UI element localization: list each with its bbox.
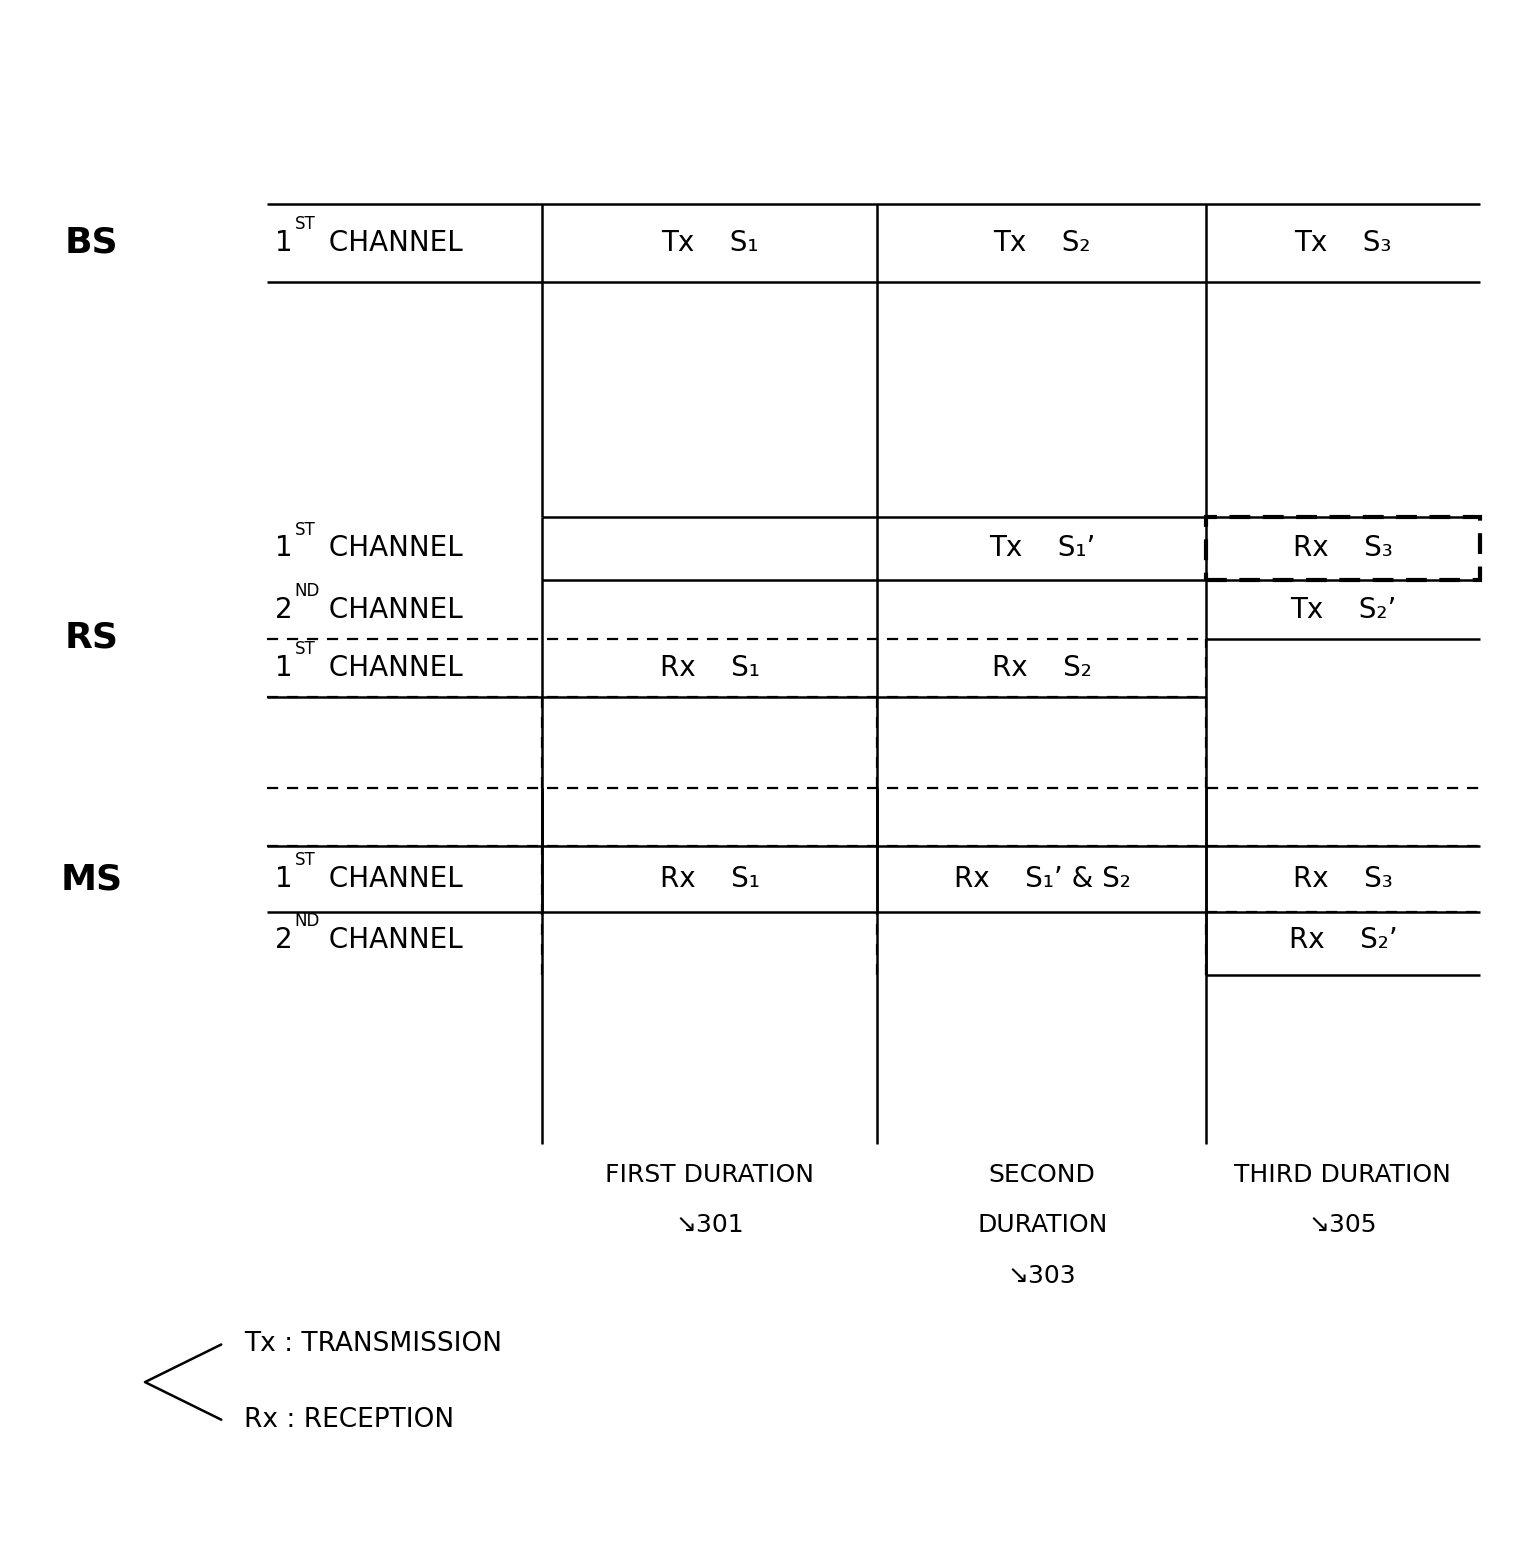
Text: CHANNEL: CHANNEL [320, 229, 464, 257]
Text: Tx    S₁: Tx S₁ [661, 229, 758, 257]
Text: SECOND: SECOND [989, 1163, 1096, 1188]
Text: FIRST DURATION: FIRST DURATION [606, 1163, 813, 1188]
Text: RS: RS [64, 621, 119, 655]
Text: ST: ST [295, 851, 316, 870]
Text: MS: MS [61, 862, 122, 896]
Text: 2: 2 [275, 926, 293, 954]
Text: ST: ST [295, 639, 316, 658]
Text: 1: 1 [275, 653, 293, 682]
Text: Tx    S₂: Tx S₂ [993, 229, 1091, 257]
Text: ↘303: ↘303 [1009, 1263, 1076, 1288]
Text: CHANNEL: CHANNEL [320, 865, 464, 893]
Text: Rx    S₂: Rx S₂ [992, 653, 1093, 682]
Text: Rx : RECEPTION: Rx : RECEPTION [244, 1407, 455, 1432]
Text: Tx    S₁’: Tx S₁’ [989, 534, 1096, 563]
Text: Rx    S₁’ & S₂: Rx S₁’ & S₂ [954, 865, 1131, 893]
Text: Tx    S₃: Tx S₃ [1294, 229, 1392, 257]
Text: CHANNEL: CHANNEL [320, 653, 464, 682]
Text: Tx : TRANSMISSION: Tx : TRANSMISSION [244, 1332, 502, 1357]
Text: ST: ST [295, 520, 316, 539]
Text: THIRD DURATION: THIRD DURATION [1235, 1163, 1451, 1188]
Text: Tx    S₂’: Tx S₂’ [1289, 595, 1396, 624]
Text: 1: 1 [275, 865, 293, 893]
Text: ND: ND [295, 581, 320, 600]
Text: DURATION: DURATION [977, 1213, 1108, 1238]
Bar [1206, 517, 1480, 580]
Text: Rx    S₃: Rx S₃ [1293, 865, 1393, 893]
Text: Rx    S₁: Rx S₁ [659, 653, 760, 682]
Text: CHANNEL: CHANNEL [320, 534, 464, 563]
Text: ↘305: ↘305 [1309, 1213, 1376, 1238]
Text: ST: ST [295, 215, 316, 233]
Text: BS: BS [64, 226, 119, 260]
Text: Rx    S₁: Rx S₁ [659, 865, 760, 893]
Text: CHANNEL: CHANNEL [320, 595, 464, 624]
Text: 1: 1 [275, 229, 293, 257]
Text: ↘301: ↘301 [676, 1213, 743, 1238]
Text: Rx    S₂’: Rx S₂’ [1288, 926, 1398, 954]
Text: CHANNEL: CHANNEL [320, 926, 464, 954]
Text: 2: 2 [275, 595, 293, 624]
Text: 1: 1 [275, 534, 293, 563]
Text: ND: ND [295, 912, 320, 931]
Text: Rx    S₃: Rx S₃ [1293, 534, 1393, 563]
